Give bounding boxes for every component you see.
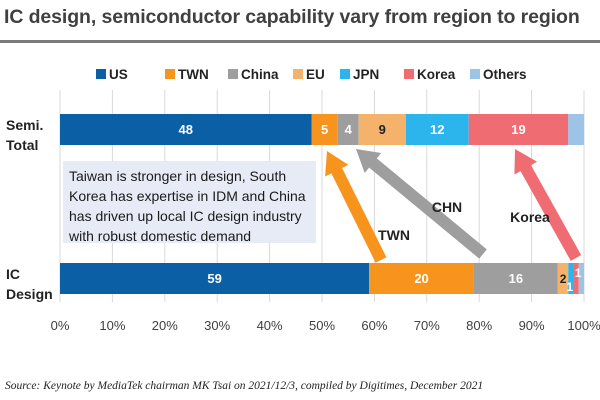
legend-swatch [340, 69, 350, 79]
legend-swatch [165, 69, 175, 79]
x-tick-label: 70% [414, 318, 440, 333]
category-label: IC [6, 266, 20, 282]
bar-segment [573, 263, 579, 294]
legend-label: Others [483, 67, 527, 82]
title-divider [0, 40, 600, 43]
bar-segment [468, 114, 569, 145]
legend-label: China [241, 67, 279, 82]
arrow-korea [514, 149, 582, 261]
bar-segment [60, 114, 312, 145]
annotation-text: has driven up local IC design industry [69, 208, 302, 224]
x-tick-label: 0% [51, 318, 70, 333]
legend-label: Korea [417, 67, 456, 82]
bar-segment [568, 114, 584, 145]
data-label: 4 [345, 122, 353, 137]
data-label: 9 [379, 122, 386, 137]
x-tick-label: 40% [257, 318, 283, 333]
legend-swatch [96, 69, 106, 79]
arrow-twn [325, 151, 387, 263]
legend-swatch [228, 69, 238, 79]
annotation-text: Korea has expertise in IDM and China [69, 188, 306, 204]
category-label: Semi. [6, 117, 43, 133]
category-label: Total [6, 137, 38, 153]
x-tick-label: 100% [567, 318, 600, 333]
legend-swatch [470, 69, 480, 79]
arrow-label: TWN [378, 227, 410, 243]
x-tick-label: 20% [152, 318, 178, 333]
data-label: 1 [567, 280, 574, 294]
data-label: 16 [509, 271, 523, 286]
data-label: 59 [207, 271, 221, 286]
annotation-box [63, 161, 316, 243]
source-note: Source: Keynote by MediaTek chairman MK … [5, 380, 484, 392]
data-label: 2 [560, 272, 567, 286]
bar-segment [557, 263, 569, 294]
annotation-text: with robust domestic demand [68, 228, 251, 244]
bar-segment [369, 263, 474, 294]
x-tick-label: 50% [309, 318, 335, 333]
x-tick-label: 90% [519, 318, 545, 333]
legend-label: JPN [353, 67, 379, 82]
data-label: 19 [511, 122, 525, 137]
legend-swatch [404, 69, 414, 79]
legend-swatch [293, 69, 303, 79]
x-tick-label: 30% [204, 318, 230, 333]
x-tick-label: 10% [99, 318, 125, 333]
data-label: 5 [321, 122, 328, 137]
annotation-text: Taiwan is stronger in design, South [69, 168, 286, 184]
category-label: Design [6, 286, 53, 302]
chart-title: IC design, semiconductor capability vary… [4, 6, 580, 28]
x-tick-label: 60% [361, 318, 387, 333]
bar-segment [311, 114, 338, 145]
bar-segment [578, 263, 584, 294]
bar-segment [60, 263, 370, 294]
bar-segment [405, 114, 469, 145]
x-tick-label: 80% [466, 318, 492, 333]
legend-label: TWN [178, 67, 209, 82]
data-label: 12 [430, 122, 444, 137]
legend-label: EU [306, 67, 325, 82]
legend-label: US [109, 67, 128, 82]
arrow-label: CHN [432, 199, 462, 215]
arrow-chn [356, 149, 487, 259]
data-label: 20 [414, 271, 428, 286]
bar-segment [358, 114, 406, 145]
arrow-label: Korea [510, 209, 550, 225]
bar-segment [337, 114, 359, 145]
data-label: 48 [179, 122, 193, 137]
bar-segment [473, 263, 558, 294]
bar-segment [568, 263, 574, 294]
data-label: 1 [575, 266, 582, 280]
